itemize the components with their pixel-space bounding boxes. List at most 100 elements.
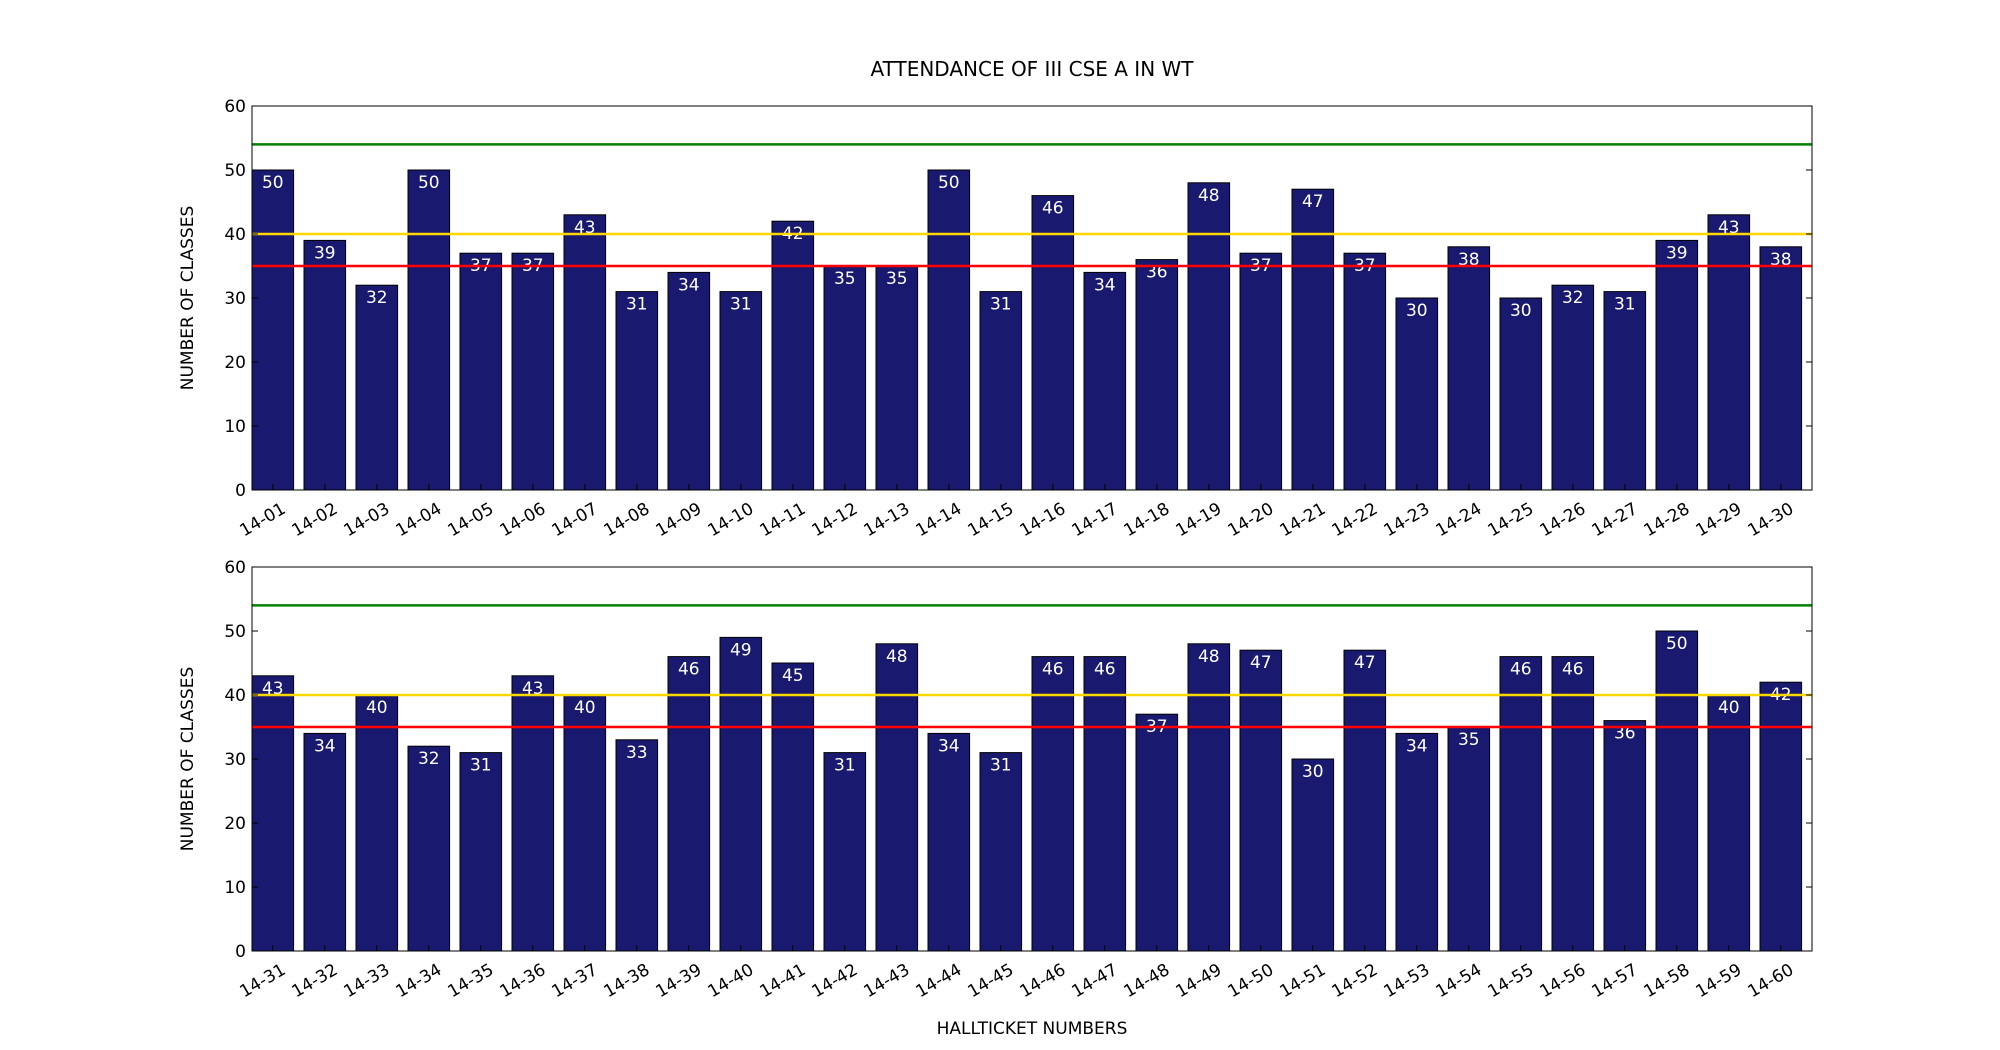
x-tick-label: 14-43	[861, 960, 914, 1002]
bar-value-label: 40	[366, 698, 388, 718]
y-tick-label: 60	[224, 558, 246, 578]
bar-14-28	[1655, 239, 1699, 491]
bar-14-31	[251, 675, 295, 952]
y-tick-label: 10	[224, 878, 246, 898]
y-tick-label: 40	[224, 225, 246, 245]
bar-14-43	[875, 643, 919, 952]
bar-value-label: 31	[730, 295, 752, 315]
x-tick-label: 14-10	[705, 499, 758, 541]
bar-14-51	[1291, 758, 1335, 952]
x-tick-label: 14-60	[1745, 960, 1798, 1002]
bar-14-41	[771, 662, 815, 952]
bar-value-label: 39	[314, 243, 336, 263]
x-tick-label: 14-20	[1225, 499, 1278, 541]
bar-14-24	[1447, 246, 1491, 491]
bar-14-39	[667, 656, 711, 952]
bar-value-label: 50	[262, 173, 284, 193]
x-tick-label: 14-32	[289, 960, 342, 1002]
x-tick-label: 14-44	[913, 960, 966, 1002]
bar-value-label: 30	[1302, 762, 1324, 782]
x-tick-label: 14-22	[1329, 499, 1382, 541]
x-tick-label: 14-08	[601, 499, 654, 541]
bar-value-label: 50	[938, 173, 960, 193]
bar-value-label: 46	[1562, 660, 1584, 680]
bar-14-36	[511, 675, 555, 952]
bar-14-04	[407, 169, 451, 491]
x-tick-label: 14-29	[1693, 499, 1746, 541]
bar-value-label: 46	[1510, 660, 1532, 680]
bar-14-42	[823, 752, 867, 952]
bar-value-label: 50	[1666, 634, 1688, 654]
x-tick-label: 14-46	[1017, 960, 1070, 1002]
bar-14-16	[1031, 195, 1075, 491]
bar-value-label: 33	[626, 743, 648, 763]
x-tick-label: 14-07	[549, 499, 602, 541]
x-tick-label: 14-31	[237, 960, 290, 1002]
x-tick-label: 14-39	[653, 960, 706, 1002]
x-tick-label: 14-51	[1277, 960, 1330, 1002]
y-tick-label: 60	[224, 97, 246, 117]
x-tick-label: 14-35	[445, 960, 498, 1002]
bar-value-label: 40	[574, 698, 596, 718]
bar-14-11	[771, 220, 815, 491]
y-axis-label: NUMBER OF CLASSES	[178, 667, 198, 852]
bar-value-label: 50	[418, 173, 440, 193]
bar-14-18	[1135, 259, 1179, 491]
bar-value-label: 47	[1250, 653, 1272, 673]
x-tick-label: 14-13	[861, 499, 914, 541]
x-tick-label: 14-28	[1641, 499, 1694, 541]
bar-14-14	[927, 169, 971, 491]
bar-14-40	[719, 636, 763, 952]
bar-value-label: 45	[782, 666, 804, 686]
bar-value-label: 31	[1614, 295, 1636, 315]
y-tick-label: 30	[224, 289, 246, 309]
bar-14-47	[1083, 656, 1127, 952]
bar-value-label: 49	[730, 640, 752, 660]
bar-value-label: 39	[1666, 243, 1688, 263]
bar-14-01	[251, 169, 295, 491]
bar-value-label: 40	[1718, 698, 1740, 718]
x-tick-label: 14-24	[1433, 499, 1486, 541]
bar-value-label: 34	[1406, 736, 1428, 756]
bar-14-22	[1343, 252, 1387, 491]
bar-value-label: 46	[1094, 660, 1116, 680]
bar-value-label: 31	[990, 756, 1012, 776]
bar-14-57	[1603, 720, 1647, 952]
bar-value-label: 46	[1042, 660, 1064, 680]
x-tick-label: 14-14	[913, 499, 966, 541]
x-tick-label: 14-45	[965, 960, 1018, 1002]
x-tick-label: 14-25	[1485, 499, 1538, 541]
bar-14-13	[875, 265, 919, 491]
bar-14-49	[1187, 643, 1231, 952]
bar-value-label: 35	[1458, 730, 1480, 750]
x-tick-label: 14-23	[1381, 499, 1434, 541]
x-tick-label: 14-34	[393, 960, 446, 1002]
bar-14-52	[1343, 649, 1387, 952]
bar-14-34	[407, 745, 451, 952]
y-tick-label: 0	[235, 942, 246, 962]
x-tick-label: 14-18	[1121, 499, 1174, 541]
bar-14-07	[563, 214, 607, 491]
bar-14-48	[1135, 713, 1179, 952]
bar-value-label: 48	[1198, 647, 1220, 667]
x-tick-label: 14-05	[445, 499, 498, 541]
bar-value-label: 31	[990, 295, 1012, 315]
bar-14-08	[615, 291, 659, 491]
y-tick-label: 50	[224, 161, 246, 181]
bar-value-label: 30	[1406, 301, 1428, 321]
bar-value-label: 47	[1302, 192, 1324, 212]
bar-value-label: 35	[886, 269, 908, 289]
bar-value-label: 36	[1614, 724, 1636, 744]
bar-14-15	[979, 291, 1023, 491]
x-tick-label: 14-16	[1017, 499, 1070, 541]
x-tick-label: 14-15	[965, 499, 1018, 541]
bar-14-23	[1395, 297, 1439, 491]
x-tick-label: 14-01	[237, 499, 290, 541]
bar-value-label: 34	[678, 275, 700, 295]
y-tick-label: 0	[235, 481, 246, 501]
bar-value-label: 30	[1510, 301, 1532, 321]
bar-14-55	[1499, 656, 1543, 952]
bar-14-19	[1187, 182, 1231, 491]
